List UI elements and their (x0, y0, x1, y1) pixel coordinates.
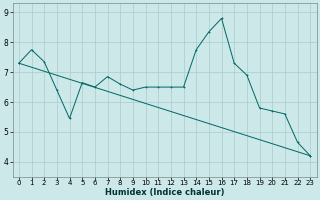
X-axis label: Humidex (Indice chaleur): Humidex (Indice chaleur) (105, 188, 224, 197)
